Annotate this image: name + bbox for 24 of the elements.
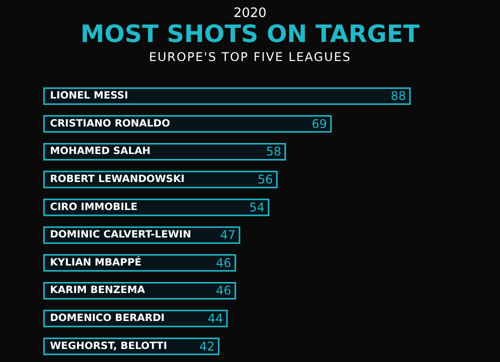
y-tick-label: MOHAMED SALAH [50, 146, 151, 158]
data-label: 44 [208, 312, 223, 326]
y-tick-label: WEGHORST, BELOTTI [50, 340, 168, 352]
y-tick-label: KARIM BENZEMA [50, 285, 146, 296]
chart-subtitle: EUROPE'S TOP FIVE LEAGUES [148, 50, 352, 64]
data-label: 46 [216, 256, 232, 270]
data-label: 42 [199, 339, 215, 354]
data-label: 54 [249, 200, 265, 214]
data-label: 69 [312, 116, 327, 131]
y-tick-label: CRISTIANO RONALDO [50, 118, 170, 130]
data-label: 46 [216, 284, 232, 298]
chart-title: MOST SHOTS ON TARGET [80, 20, 420, 48]
y-tick-label: ROBERT LEWANDOWSKI [50, 174, 185, 186]
data-label: 88 [390, 89, 406, 104]
data-label: 58 [266, 144, 282, 159]
text: 2020 [232, 6, 268, 21]
data-label: 47 [220, 228, 236, 242]
y-tick-label: DOMINIC CALVERT-LEWIN [50, 230, 192, 241]
y-tick-label: LIONEL MESSI [50, 90, 128, 102]
bar [43, 87, 411, 105]
y-tick-label: KYLIAN MBAPPÉ [50, 255, 142, 268]
y-tick-label: DOMENICO BERARDI [50, 313, 165, 324]
y-tick-label: CIRO IMMOBILE [50, 202, 138, 213]
data-label: 56 [258, 172, 273, 187]
